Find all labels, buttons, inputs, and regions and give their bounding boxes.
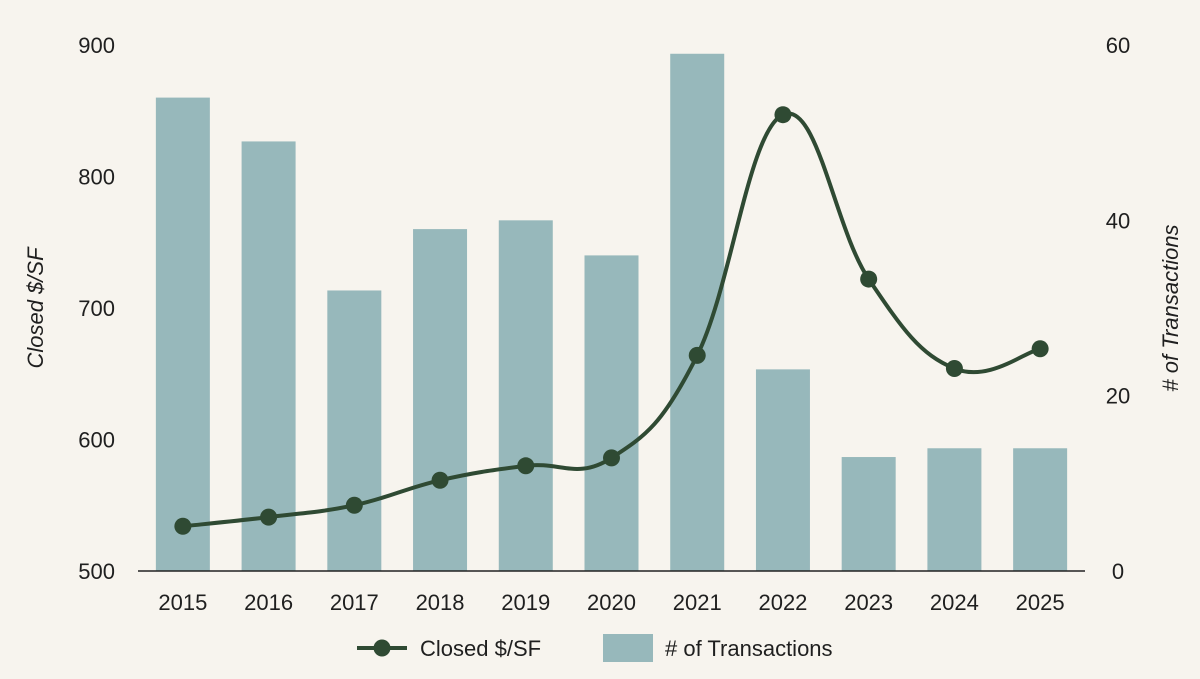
y-right-tick-labels: 0 20 40 60 — [1106, 33, 1130, 584]
point-2020 — [603, 449, 620, 467]
x-tick-label: 2023 — [844, 590, 893, 615]
points-group — [174, 106, 1049, 535]
bar-2023 — [841, 457, 896, 571]
point-2017 — [345, 496, 363, 514]
bar-2019 — [498, 220, 553, 572]
y-tick-label: 800 — [78, 165, 115, 190]
y-tick-label: 700 — [78, 296, 115, 321]
x-tick-label: 2022 — [758, 590, 807, 615]
x-tick-label: 2016 — [244, 590, 293, 615]
y-tick-label: 600 — [78, 428, 115, 453]
point-2015 — [174, 517, 192, 535]
point-2018 — [431, 471, 449, 489]
point-2024 — [945, 359, 963, 377]
bar-2017 — [327, 290, 382, 571]
bar-2022 — [755, 369, 810, 571]
x-tick-label: 2025 — [1016, 590, 1065, 615]
y2-tick-label: 40 — [1106, 208, 1130, 233]
x-tick-label: 2015 — [158, 590, 207, 615]
point-2023 — [860, 270, 878, 288]
y2-tick-label: 0 — [1112, 559, 1124, 584]
y2-tick-label: 20 — [1106, 384, 1130, 409]
x-tick-label: 2018 — [416, 590, 465, 615]
y-axis-title: Closed $/SF — [23, 246, 48, 369]
y-tick-label: 900 — [78, 33, 115, 58]
x-tick-label: 2021 — [673, 590, 722, 615]
legend-bar-swatch — [603, 634, 653, 662]
x-tick-label: 2017 — [330, 590, 379, 615]
y2-axis-title: # of Transactions — [1158, 224, 1183, 391]
point-2019 — [517, 457, 535, 475]
point-2021 — [688, 346, 706, 364]
x-tick-label: 2019 — [501, 590, 550, 615]
y2-tick-label: 60 — [1106, 33, 1130, 58]
x-tick-label: 2020 — [587, 590, 636, 615]
bar-2018 — [413, 229, 468, 571]
bar-2016 — [241, 141, 296, 571]
point-2025 — [1031, 340, 1049, 358]
bar-2021 — [670, 53, 725, 572]
legend: Closed $/SF # of Transactions — [357, 634, 833, 662]
legend-bar-label: # of Transactions — [665, 636, 833, 661]
y-left-tick-labels: 500 600 700 800 900 — [78, 33, 115, 584]
bar-2024 — [927, 448, 982, 571]
legend-line-marker — [373, 639, 391, 657]
bars-group — [155, 53, 1068, 572]
point-2016 — [260, 508, 278, 526]
legend-line-label: Closed $/SF — [420, 636, 541, 661]
x-tick-labels: 2015 2016 2017 2018 2019 2020 2021 2022 2023 2024… — [158, 590, 1064, 615]
bar-2015 — [155, 97, 210, 571]
point-2022 — [774, 106, 792, 124]
y-tick-label: 500 — [78, 559, 115, 584]
bar-2025 — [1013, 448, 1068, 571]
bar-2020 — [584, 255, 639, 571]
x-tick-label: 2024 — [930, 590, 979, 615]
